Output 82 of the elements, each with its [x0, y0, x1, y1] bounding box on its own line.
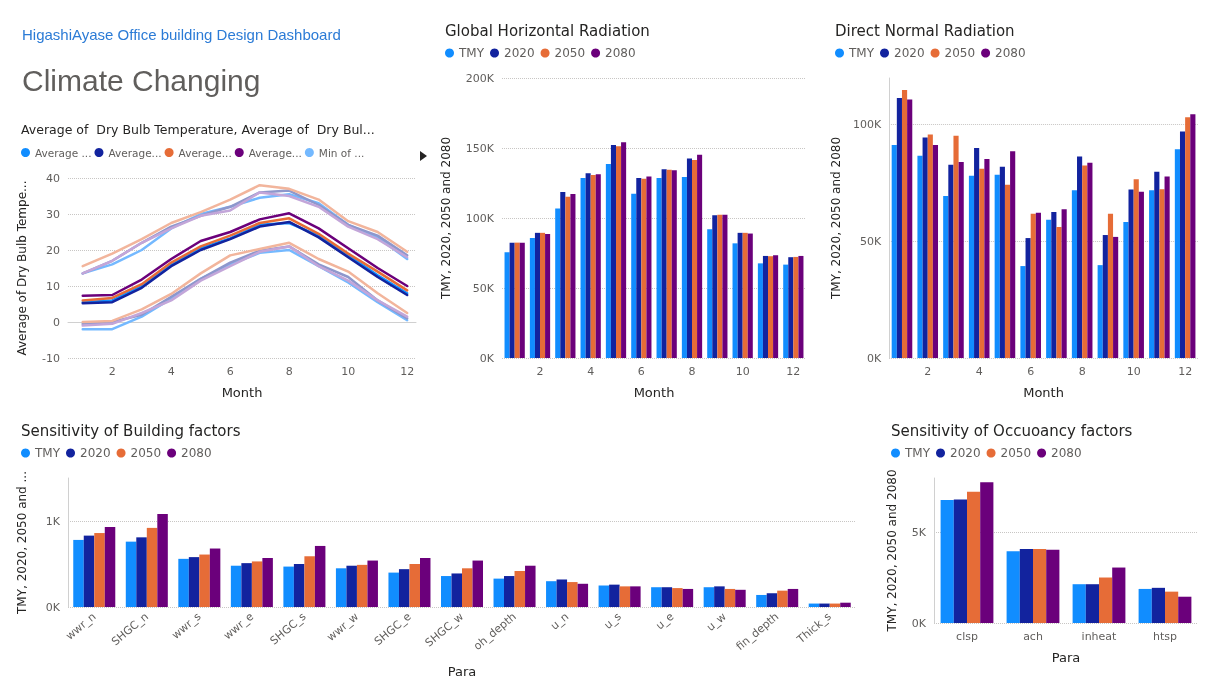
x-tick-label: 4: [587, 365, 595, 378]
x-tick-label: u_w: [704, 610, 729, 634]
x-tick-label: u_e: [653, 609, 677, 633]
legend-label: 2080: [1051, 446, 1082, 460]
x-tick-label: 6: [226, 365, 234, 378]
x-tick-label: htsp: [1153, 630, 1178, 643]
x-axis-title: Month: [1023, 385, 1064, 400]
x-tick-label: 12: [400, 365, 415, 378]
y-tick-label: 200K: [465, 71, 495, 85]
legend-label: Min of ...: [318, 146, 365, 159]
legend-label: TMY: [904, 446, 931, 460]
legend-label: Average...: [108, 146, 162, 159]
x-tick-label: ach: [1023, 630, 1043, 643]
legend-label: 2080: [605, 46, 636, 60]
y-tick-label: 0K: [45, 600, 61, 614]
x-tick-label: 6: [637, 365, 645, 378]
y-tick-label: 0K: [911, 616, 927, 630]
y-tick-label: 50K: [472, 281, 495, 295]
y-axis-title: Average of Dry Bulb Tempe...: [15, 180, 29, 356]
x-tick-label: 10: [1126, 365, 1141, 378]
y-tick-label: 100K: [465, 211, 495, 225]
x-tick-label: 12: [786, 365, 801, 378]
y-tick-label: 5K: [911, 525, 927, 539]
legend-label: 2080: [995, 46, 1026, 60]
x-tick-label: 2: [924, 365, 932, 378]
y-tick-label: 0K: [479, 351, 495, 365]
y-tick-label: 30: [46, 207, 60, 221]
x-axis-title: Para: [447, 664, 477, 679]
legend-label: 2050: [554, 46, 586, 60]
x-tick-label: 8: [1078, 365, 1086, 378]
legend-label: 2050: [944, 46, 976, 60]
y-tick-label: 20: [46, 243, 60, 257]
y-axis-title: TMY, 2020, 2050 and 2080: [829, 136, 843, 301]
y-tick-label: 40: [46, 171, 60, 185]
y-tick-label: 150K: [465, 141, 495, 155]
x-tick-label: u_n: [547, 610, 572, 633]
y-tick-label: -10: [42, 351, 60, 365]
legend-label: 2020: [950, 446, 981, 460]
chart-title: Sensitivity of Building factors: [21, 421, 241, 440]
y-axis-title: TMY, 2020, 2050 and 2080: [439, 136, 453, 301]
x-tick-label: 2: [108, 365, 116, 378]
legend-label: 2020: [894, 46, 925, 60]
legend-label: TMY: [458, 46, 485, 60]
x-tick-label: 12: [1178, 365, 1193, 378]
y-tick-label: 10: [46, 279, 60, 293]
chart-title: Average of Dry Bulb Temperature, Average of Dry Bul...: [21, 122, 375, 137]
legend-label: TMY: [848, 46, 875, 60]
legend-label: 2080: [181, 446, 212, 460]
x-tick-label: 10: [735, 365, 750, 378]
x-tick-label: 6: [1027, 365, 1035, 378]
x-tick-label: 4: [975, 365, 983, 378]
legend-label: 2050: [130, 446, 162, 460]
text: Climate Changing: [22, 64, 261, 98]
chart-title: Global Horizontal Radiation: [445, 21, 650, 40]
legend-label: Average...: [178, 146, 232, 159]
x-tick-label: 10: [341, 365, 356, 378]
x-tick-label: 4: [167, 365, 175, 378]
chart-title: Sensitivity of Occuoancy factors: [891, 421, 1133, 440]
y-tick-label: 100K: [852, 118, 882, 132]
y-tick-label: 0: [53, 315, 60, 329]
legend-label: Average...: [248, 146, 302, 159]
x-tick-label: 8: [688, 365, 696, 378]
legend-label: 2050: [1000, 446, 1032, 460]
chart-title: Direct Normal Radiation: [835, 21, 1015, 40]
x-axis-title: Para: [1051, 650, 1081, 665]
y-axis-title: TMY, 2020, 2050 and ...: [15, 471, 29, 615]
x-tick-label: inheat: [1081, 630, 1118, 643]
x-tick-label: u_s: [601, 609, 624, 632]
legend-label: 2020: [80, 446, 111, 460]
x-tick-label: 8: [285, 365, 293, 378]
y-axis-title: TMY, 2020, 2050 and 2080: [885, 469, 899, 633]
x-tick-label: clsp: [956, 630, 978, 643]
y-tick-label: 50K: [859, 234, 882, 248]
x-axis-title: Month: [221, 385, 263, 400]
y-tick-label: 1K: [45, 514, 61, 528]
x-axis-title: Month: [633, 385, 675, 400]
legend-label: Average ...: [35, 146, 92, 159]
x-tick-label: 2: [536, 365, 544, 378]
text: HigashiAyase Office building Design Dashboard: [22, 26, 341, 43]
y-tick-label: 0K: [866, 351, 882, 365]
legend-label: 2020: [504, 46, 535, 60]
legend-label: TMY: [34, 446, 61, 460]
